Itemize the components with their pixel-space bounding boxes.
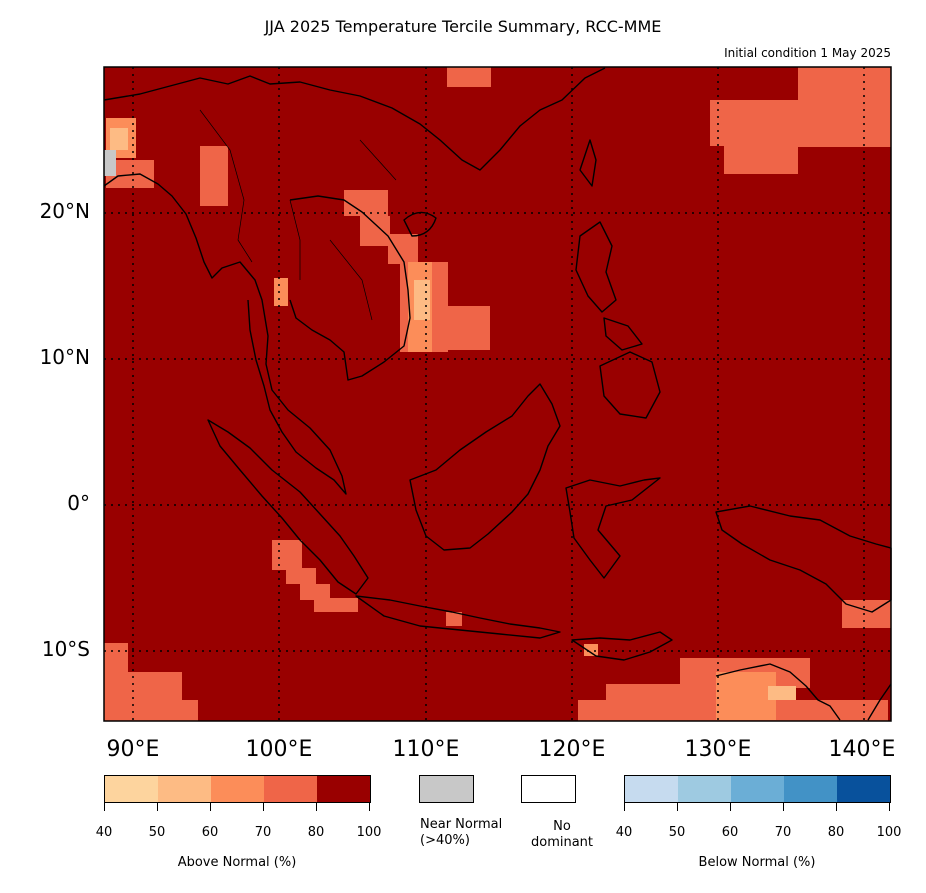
coast-java	[355, 595, 561, 639]
map-subtitle: Initial condition 1 May 2025	[724, 46, 891, 60]
above-normal-colorbar	[104, 775, 371, 803]
below-50-60-swatch	[678, 776, 731, 802]
coast-indochina	[289, 195, 411, 381]
coast-sulawesi	[565, 477, 661, 579]
below-normal-caption: Below Normal (%)	[698, 855, 816, 870]
above-40-50-patches	[110, 128, 796, 700]
near-normal-line2: (>40%)	[420, 833, 470, 848]
above-60-70-swatch	[211, 776, 264, 802]
coast-visayas	[603, 317, 643, 351]
map-title: JJA 2025 Temperature Tercile Summary, RC…	[264, 17, 662, 36]
above-50-60-swatch	[158, 776, 211, 802]
lon-label-90e: 90°E	[106, 737, 160, 762]
near-normal-line1: Near Normal	[420, 817, 503, 832]
below-tick-80: 80	[827, 825, 845, 840]
coast-mainland	[103, 67, 606, 495]
below-tick-70: 70	[774, 825, 792, 840]
lon-label-130e: 130°E	[684, 737, 752, 762]
above-tick-60: 60	[201, 825, 219, 840]
map-field	[104, 67, 891, 721]
above-tick-70: 70	[254, 825, 272, 840]
border-lines	[199, 109, 397, 321]
above-tick-40: 40	[95, 825, 113, 840]
above-tick-50: 50	[148, 825, 166, 840]
below-tick-60: 60	[721, 825, 739, 840]
coast-taiwan	[579, 139, 597, 187]
coast-newguinea	[715, 505, 892, 613]
above-normal-caption: Above Normal (%)	[177, 855, 297, 870]
above-60-70-patches	[104, 67, 891, 721]
below-60-70-swatch	[731, 776, 784, 802]
coast-timor	[571, 631, 673, 661]
below-tick-40: 40	[615, 825, 633, 840]
no-dominant-line1: No	[553, 819, 571, 834]
no-dominant-line2: dominant	[530, 835, 594, 850]
no-dominant-swatch	[521, 775, 576, 803]
above-70-80-swatch	[264, 776, 317, 802]
lon-label-100e: 100°E	[245, 737, 313, 762]
near-normal-caption: Near Normal (>40%)	[420, 817, 502, 849]
coast-hainan	[403, 211, 437, 237]
coast-sumatra	[207, 419, 369, 595]
coast-borneo	[409, 383, 561, 551]
coast-australia	[715, 663, 892, 721]
above-80-100-swatch	[317, 776, 370, 802]
above-tick-100: 100	[356, 825, 382, 840]
below-tick-50: 50	[668, 825, 686, 840]
coast-mindanao	[599, 351, 661, 419]
near-normal-swatch	[419, 775, 474, 803]
lat-label-0: 0°	[67, 491, 90, 515]
lat-label-10s: 10°S	[41, 637, 90, 661]
above-tick-80: 80	[307, 825, 325, 840]
lon-label-110e: 110°E	[392, 737, 460, 762]
below-80-100-swatch	[837, 776, 890, 802]
graticule	[104, 67, 891, 721]
lon-label-120e: 120°E	[538, 737, 606, 762]
coast-luzon	[575, 221, 617, 313]
lat-label-10n: 10°N	[39, 345, 90, 369]
map-frame	[103, 66, 892, 722]
below-70-80-swatch	[784, 776, 837, 802]
below-tick-100: 100	[876, 825, 902, 840]
below-normal-colorbar	[624, 775, 891, 803]
lon-label-140e: 140°E	[828, 737, 896, 762]
near-normal-patch	[104, 150, 116, 176]
below-40-50-swatch	[625, 776, 678, 802]
lat-label-20n: 20°N	[39, 199, 90, 223]
coastlines	[103, 67, 892, 721]
no-dominant-caption: No dominant	[516, 819, 608, 851]
above-40-50-swatch	[105, 776, 158, 802]
